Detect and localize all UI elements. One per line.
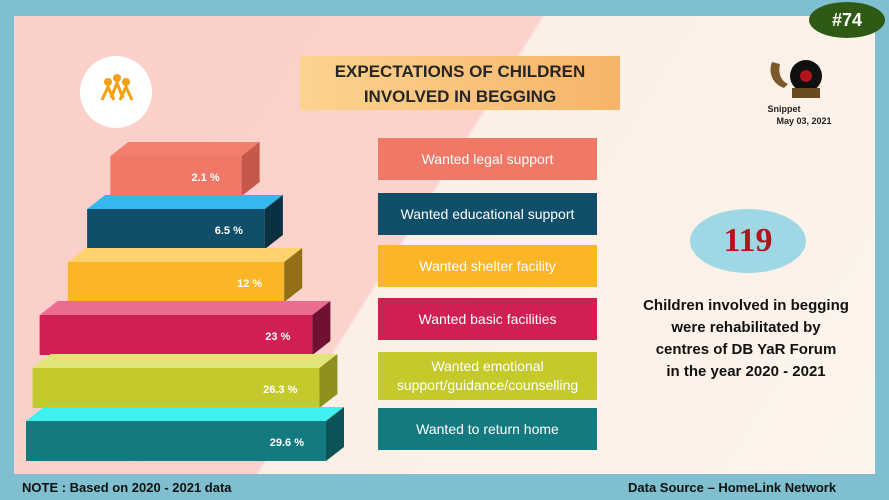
layer-side-face (241, 142, 260, 196)
legend-label-line: Wanted legal support (421, 150, 554, 167)
layer-top-face (87, 195, 283, 209)
legend-label-line: Wanted basic facilities (418, 310, 557, 327)
content-panel: EXPECTATIONS OF CHILDREN INVOLVED IN BEG… (14, 16, 875, 474)
layer-top-face (110, 142, 260, 156)
layer-top-face (67, 248, 303, 262)
layer-front-face (39, 315, 313, 355)
caption-line: in the year 2020 - 2021 (666, 363, 826, 380)
pyramid-layer: 12 % (67, 248, 303, 302)
caption-line: Children involved in begging (643, 297, 849, 314)
caption-line: centres of DB YaR Forum (655, 341, 837, 358)
layer-value-label: 23 % (265, 331, 290, 343)
pyramid-layer: 29.6 % (26, 407, 344, 461)
layer-front-face (110, 156, 242, 196)
layer-value-label: 2.1 % (191, 172, 219, 184)
layer-top-face (32, 354, 338, 368)
layer-side-face (319, 354, 338, 408)
layer-front-face (32, 368, 320, 408)
legend-label: Wanted to return home (416, 420, 559, 439)
issue-badge: #74 (809, 2, 885, 38)
caption-line: were rehabilitated by (671, 319, 821, 336)
layer-side-face (312, 301, 331, 355)
snippet-date: May 03, 2021 (776, 116, 832, 126)
title-line-1: EXPECTATIONS OF CHILDREN (334, 62, 586, 81)
layer-side-face (264, 195, 283, 249)
pyramid-layer: 2.1 % (110, 142, 260, 196)
layer-value-label: 12 % (237, 278, 262, 290)
db-yar-forum-logo (80, 56, 152, 128)
layer-front-face (87, 209, 265, 249)
layer-side-face (326, 407, 344, 461)
legend-label-line: Wanted emotional (431, 358, 544, 374)
legend-label: Wanted educational support (401, 205, 575, 224)
layer-top-face (26, 407, 344, 421)
legend-label-line: Wanted educational support (400, 205, 575, 222)
legend-item: Wanted to return home (378, 408, 597, 450)
layer-front-face (67, 262, 285, 302)
pyramid-chart: 2.1 % 6.5 % 12 % 23 % 26.3 % 29.6 % (26, 142, 344, 461)
legend-item: Wanted shelter facility (378, 245, 597, 287)
data-speaks-icon (770, 60, 822, 98)
title-line-2: INVOLVED IN BEGGING (363, 87, 557, 106)
legend-item: Wanted educational support (378, 193, 597, 235)
legend-label-line: Wanted to return home (416, 420, 559, 437)
legend-label: Wanted shelter facility (419, 257, 555, 276)
highlight-number: 119 (690, 209, 806, 273)
layer-value-label: 6.5 % (215, 225, 243, 237)
layer-front-face (26, 421, 326, 461)
legend-label: Wanted basic facilities (419, 310, 557, 329)
layer-value-label: 29.6 % (270, 437, 304, 449)
legend-label: Wanted emotional support/guidance/counsel… (397, 357, 578, 395)
layer-top-face (39, 301, 331, 315)
layer-value-label: 26.3 % (263, 384, 297, 396)
footer-source: Data Source – HomeLink Network (628, 480, 837, 495)
pyramid-layer: 26.3 % (32, 354, 338, 408)
pyramid-layer: 23 % (39, 301, 331, 355)
chart-title: EXPECTATIONS OF CHILDREN INVOLVED IN BEG… (300, 56, 620, 110)
highlight-caption: Children involved in begging were rehabi… (626, 295, 866, 383)
legend-label-line: support/guidance/counselling (396, 377, 579, 393)
legend-item: Wanted emotional support/guidance/counsel… (378, 352, 597, 400)
snippet-label: Snippet (767, 104, 801, 114)
legend-item: Wanted legal support (378, 138, 597, 180)
legend-item: Wanted basic facilities (378, 298, 597, 340)
legend-label-line: Wanted shelter facility (419, 257, 556, 274)
legend-label: Wanted legal support (422, 150, 554, 169)
layer-side-face (284, 248, 303, 302)
pyramid-layer: 6.5 % (87, 195, 283, 249)
footer-note: NOTE : Based on 2020 - 2021 data (22, 480, 232, 495)
